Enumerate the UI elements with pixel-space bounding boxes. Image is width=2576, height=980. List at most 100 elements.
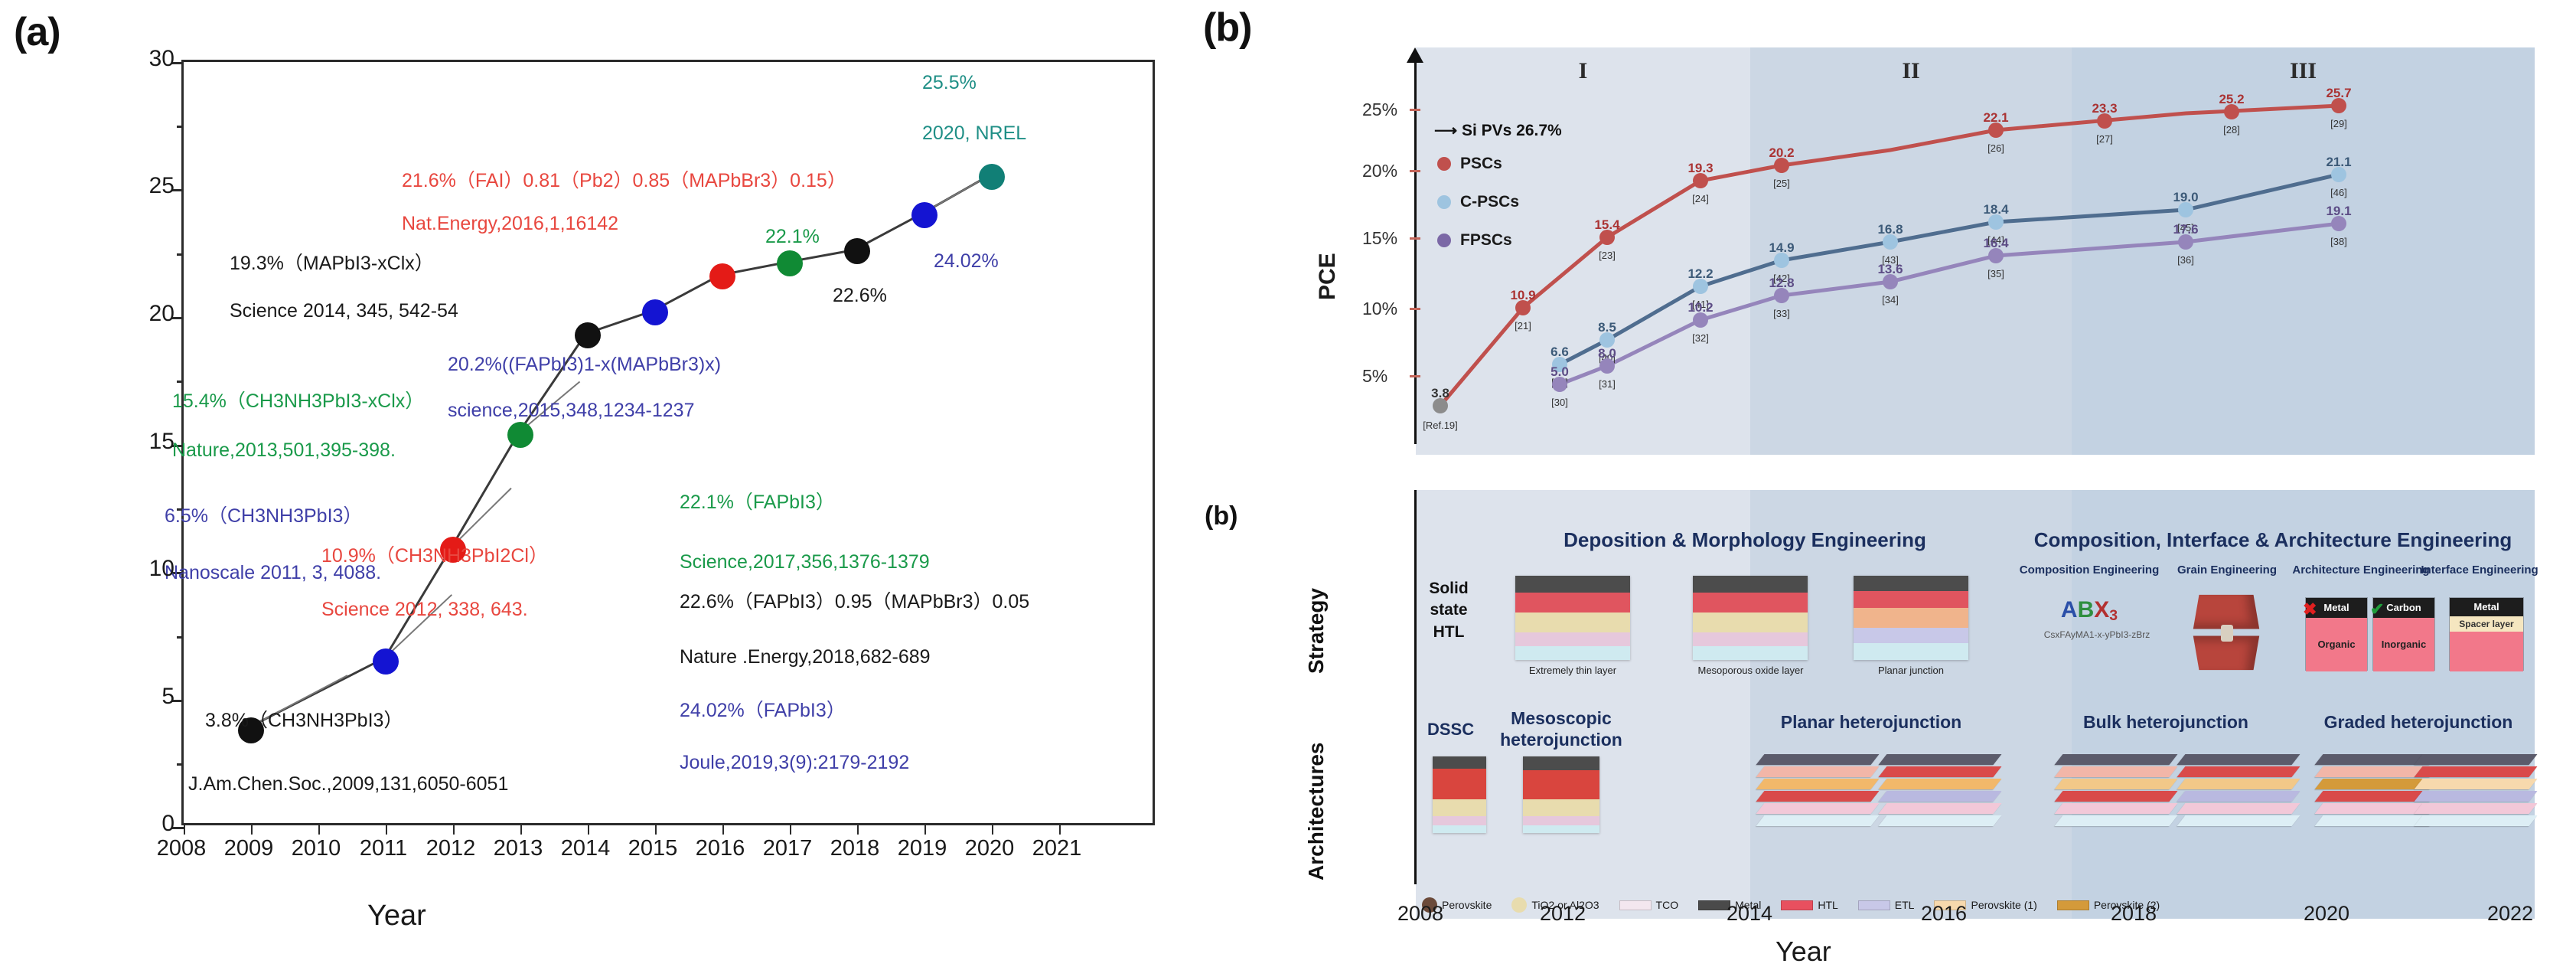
pce-point-cpscs-2020 xyxy=(2178,202,2193,217)
x-tick-2017 xyxy=(790,823,791,835)
x-tick-label-2019: 2019 xyxy=(897,836,947,861)
pce-value-pscs-2021: 25.7 xyxy=(2326,86,2352,100)
b-x-tick-label-2012: 2012 xyxy=(1539,902,1586,925)
pce-ref-cpscs-2021: [46] xyxy=(2330,187,2347,198)
annotation-109-efficiency: 10.9%（CH3NH3PbI2Cl） xyxy=(321,545,548,567)
pce-value-fpscs-2017: 13.6 xyxy=(1877,262,1903,276)
legend-item-tco: TCO xyxy=(1619,899,1679,911)
x-tick-2021 xyxy=(1059,823,1061,835)
legend-item-perovskite-1: Perovskite (1) xyxy=(1934,899,2037,911)
annotation-202-source: science,2015,348,1234-1237 xyxy=(448,400,695,421)
pce-tick-label-25: 25% xyxy=(1362,100,1398,119)
pce-value-cpscs-2020: 19.0 xyxy=(2173,190,2199,204)
strategy-diagram-axis xyxy=(1414,490,1417,884)
pce-tick-5 xyxy=(1410,375,1420,377)
x-tick-label-2012: 2012 xyxy=(426,836,476,861)
x-tick-2013 xyxy=(520,823,522,835)
pce-value-cpscs-2018: 18.4 xyxy=(1983,202,2009,217)
pce-ref-pscs-2017: [26] xyxy=(1987,142,2004,154)
x-tick-2014 xyxy=(588,823,589,835)
caption-mesoporous-oxide-layer: Mesoporous oxide layer xyxy=(1697,665,1804,676)
pce-value-pscs-2016: 20.2 xyxy=(1769,145,1795,160)
pce-point-fpscs-2012 xyxy=(1552,377,1567,392)
legend-item-perovskite: Perovskite xyxy=(1422,897,1492,913)
pce-ref-fpscs-2014: [32] xyxy=(1692,332,1709,344)
pce-ref-cpscs-2016: [42] xyxy=(1773,273,1790,284)
x-tick-2015 xyxy=(655,823,657,835)
pce-value-cpscs-2017: 16.8 xyxy=(1877,222,1903,237)
arch-label-graded: Graded heterojunction xyxy=(2323,712,2513,732)
arrow-icon: ⟶ xyxy=(1434,122,1458,139)
x-tick-label-2016: 2016 xyxy=(695,836,745,861)
row-label-strategy: Strategy xyxy=(1304,587,1328,674)
si-pv-reference-note: ⟶ Si PVs 26.7% xyxy=(1434,122,1562,139)
check-icon: ✔ xyxy=(2370,599,2385,619)
panel-b2-label: (b) xyxy=(1205,501,1238,531)
legend-label-metal: Metal xyxy=(1735,899,1762,911)
pce-point-pscs-2013 xyxy=(1599,230,1615,245)
pce-point-fpscs-2021 xyxy=(2331,216,2346,231)
composition-subformula: CsxFAyMA1-x-yPbI3-zBrz xyxy=(2043,629,2150,640)
strategy-band-I xyxy=(1416,490,1750,919)
arch-device-mesoscopic xyxy=(1523,756,1599,833)
b-x-tick-label-2016: 2016 xyxy=(1920,902,1968,925)
data-point-2017 xyxy=(777,250,803,276)
pce-point-cpscs-2016 xyxy=(1774,253,1789,268)
y-tick-minor xyxy=(177,508,184,511)
x-tick-label-2013: 2013 xyxy=(493,836,543,861)
annotation-226-source: Nature .Energy,2018,682-689 xyxy=(680,646,931,668)
legend-label-tco: TCO xyxy=(1655,899,1679,911)
annotation-38-source: J.Am.Chen.Soc.,2009,131,6050-6051 xyxy=(188,773,509,795)
x-tick-label-2011: 2011 xyxy=(359,836,408,861)
legend-label-perovskite-2: Perovskite (2) xyxy=(2093,899,2160,911)
row-label-architectures: Architectures xyxy=(1304,742,1328,880)
x-tick-2009 xyxy=(251,823,253,835)
x-tick-2018 xyxy=(857,823,859,835)
pce-ref-fpscs-2017: [34] xyxy=(1882,294,1899,305)
legend-item-tio2: TiO2 or Al2O3 xyxy=(1511,897,1599,913)
pce-ref-fpscs-2020: [36] xyxy=(2177,254,2194,266)
pce-value-fpscs-2014: 10.2 xyxy=(1687,300,1714,315)
b-x-tick-label-2018: 2018 xyxy=(2110,902,2157,925)
data-point-2020 xyxy=(979,164,1005,190)
x-tick-label-2010: 2010 xyxy=(291,836,341,861)
x-tick-label-2014: 2014 xyxy=(560,836,611,861)
y-tick-label-10: 10 xyxy=(148,556,174,581)
pce-point-fpscs-2020 xyxy=(2178,234,2193,250)
arch-card-mid-organic: Organic xyxy=(2306,618,2367,671)
pce-tick-label-10: 10% xyxy=(1362,299,1398,318)
legend-label-perovskite: Perovskite xyxy=(1442,899,1492,911)
x-tick-2010 xyxy=(318,823,320,835)
panel-b-strategy-diagram: Strategy Architectures Solid state HTL D… xyxy=(1270,490,2539,919)
pce-point-fpscs-2016 xyxy=(1774,288,1789,303)
era-band-I: I xyxy=(1416,47,1750,455)
arch-card-top-carbon: Carbon xyxy=(2373,598,2434,618)
pce-tick-20 xyxy=(1410,170,1420,172)
legend-label-etl: ETL xyxy=(1894,899,1915,911)
legend-swatch-tco-icon xyxy=(1619,900,1652,910)
pce-value-pscs-2013: 15.4 xyxy=(1594,217,1620,232)
panel-b-x-axis-label: Year xyxy=(1775,936,1831,967)
b-x-tick-label-2020: 2020 xyxy=(2303,902,2350,925)
pce-ref-cpscs-2018: [44] xyxy=(1987,234,2004,246)
legend-swatch-etl-icon xyxy=(1857,900,1890,910)
panel-b-label: (b) xyxy=(1203,5,1252,50)
b-x-tick-label-2008: 2008 xyxy=(1397,902,1444,925)
section-title-composition: Composition, Interface & Architecture En… xyxy=(2033,528,2512,551)
pce-value-cpscs-2016: 14.9 xyxy=(1769,240,1795,255)
arch-card-top-metal: Metal xyxy=(2306,598,2367,618)
pce-value-fpscs-2013: 8.0 xyxy=(1598,346,1616,361)
annotation-221-source: Science,2017,356,1376-1379 xyxy=(680,551,930,573)
interface-card-top-metal: Metal xyxy=(2450,598,2523,616)
pce-value-cpscs-2021: 21.1 xyxy=(2326,155,2352,169)
pce-point-cpscs-2021 xyxy=(2331,167,2346,182)
pce-tick-label-15: 15% xyxy=(1362,228,1398,248)
pce-value-pscs-2017: 22.1 xyxy=(1983,110,2009,125)
x-tick-label-2015: 2015 xyxy=(628,836,678,861)
pce-value-fpscs-2016: 12.8 xyxy=(1769,276,1795,290)
pce-value-cpscs-2014: 12.2 xyxy=(1687,266,1714,281)
panel-b: (b) I II III PCE 25% 20% 15% 10% 5% ⟶ Si… xyxy=(1194,0,2576,980)
pce-value-fpscs-2021: 19.1 xyxy=(2326,204,2352,218)
pce-value-cpscs-2012: 6.6 xyxy=(1550,345,1569,359)
annotation-193-source: Science 2014, 345, 542-54 xyxy=(230,300,458,322)
